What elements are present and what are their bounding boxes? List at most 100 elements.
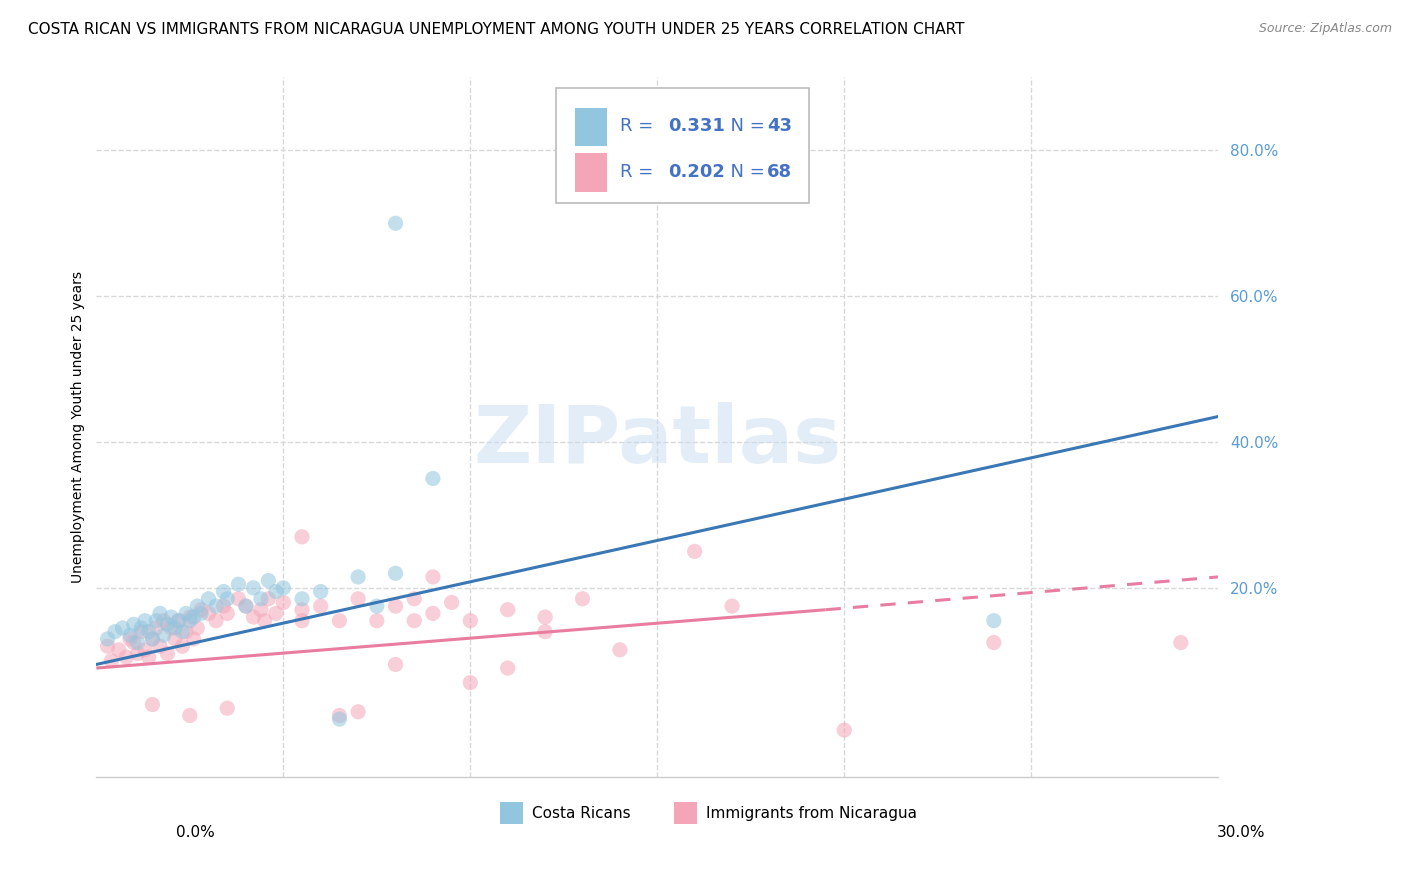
Point [1170, 635, 1192, 649]
Point [172, 624, 194, 639]
Point [422, 471, 444, 485]
Point [257, 591, 280, 606]
Text: 0.331: 0.331 [668, 118, 725, 136]
Point [167, 614, 190, 628]
Point [534, 610, 557, 624]
Point [163, 621, 186, 635]
Text: R =: R = [620, 163, 659, 181]
Text: N =: N = [718, 163, 770, 181]
Point [183, 610, 205, 624]
Point [197, 607, 219, 621]
Point [160, 610, 183, 624]
Text: 0.202: 0.202 [668, 163, 725, 181]
Point [384, 216, 406, 230]
Text: Immigrants from Nicaragua: Immigrants from Nicaragua [706, 805, 917, 821]
Text: ZIPatlas: ZIPatlas [474, 402, 841, 481]
Point [217, 607, 239, 621]
Point [721, 599, 744, 613]
Point [264, 584, 287, 599]
Point [122, 635, 145, 649]
Point [217, 591, 239, 606]
Point [328, 614, 350, 628]
Point [458, 675, 481, 690]
Point [571, 591, 593, 606]
Bar [575, 153, 607, 192]
Point [179, 708, 201, 723]
Point [384, 599, 406, 613]
Point [190, 607, 212, 621]
Point [152, 628, 174, 642]
Point [235, 599, 257, 613]
Point [127, 647, 149, 661]
Point [228, 591, 250, 606]
Point [104, 624, 127, 639]
Text: Costa Ricans: Costa Ricans [531, 805, 630, 821]
Point [163, 632, 186, 646]
Point [183, 632, 205, 646]
Point [205, 614, 228, 628]
Point [97, 639, 120, 653]
Point [347, 591, 370, 606]
Point [404, 591, 426, 606]
Point [217, 701, 239, 715]
Point [832, 723, 855, 737]
Point [257, 574, 280, 588]
Point [384, 566, 406, 581]
Point [264, 607, 287, 621]
Point [347, 570, 370, 584]
Point [145, 614, 167, 628]
Point [458, 614, 481, 628]
Bar [673, 802, 696, 824]
Point [149, 607, 172, 621]
Point [122, 617, 145, 632]
Point [212, 584, 235, 599]
Text: 43: 43 [768, 118, 792, 136]
Point [129, 621, 152, 635]
Point [228, 577, 250, 591]
Point [149, 639, 172, 653]
Bar [501, 802, 523, 824]
Point [156, 617, 179, 632]
Point [496, 603, 519, 617]
Point [366, 614, 388, 628]
Point [683, 544, 706, 558]
Point [328, 708, 350, 723]
Y-axis label: Unemployment Among Youth under 25 years: Unemployment Among Youth under 25 years [72, 271, 86, 583]
Text: R =: R = [620, 118, 659, 136]
Point [291, 614, 314, 628]
Point [127, 635, 149, 649]
Point [197, 591, 219, 606]
Point [309, 584, 332, 599]
Point [291, 603, 314, 617]
Point [983, 635, 1005, 649]
Point [145, 621, 167, 635]
Point [141, 632, 163, 646]
Point [174, 607, 197, 621]
Point [174, 624, 197, 639]
Point [309, 599, 332, 613]
Point [186, 599, 208, 613]
Point [250, 603, 273, 617]
Text: 30.0%: 30.0% [1218, 825, 1265, 840]
Point [250, 591, 273, 606]
Point [983, 614, 1005, 628]
Point [242, 581, 264, 595]
Point [134, 614, 156, 628]
Point [190, 603, 212, 617]
Point [404, 614, 426, 628]
Point [141, 698, 163, 712]
Point [138, 624, 160, 639]
Point [100, 654, 122, 668]
Point [167, 614, 190, 628]
FancyBboxPatch shape [557, 88, 808, 203]
Text: 0.0%: 0.0% [176, 825, 215, 840]
Point [534, 624, 557, 639]
Point [235, 599, 257, 613]
Point [118, 628, 141, 642]
Point [179, 614, 201, 628]
Point [212, 599, 235, 613]
Point [440, 595, 463, 609]
Point [422, 570, 444, 584]
Point [115, 650, 138, 665]
Point [186, 621, 208, 635]
